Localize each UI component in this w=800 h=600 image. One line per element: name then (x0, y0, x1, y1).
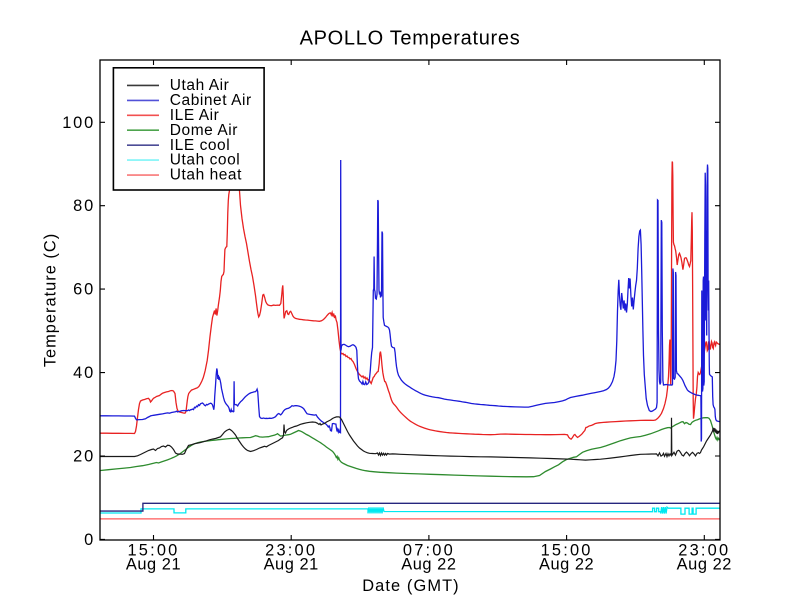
svg-text:Date (GMT): Date (GMT) (362, 577, 460, 595)
svg-text:07:00: 07:00 (403, 542, 455, 560)
svg-text:60: 60 (73, 281, 95, 299)
svg-text:15:00: 15:00 (127, 542, 179, 560)
svg-text:0: 0 (84, 531, 95, 549)
svg-text:Cabinet Air: Cabinet Air (170, 92, 252, 109)
svg-text:ILE Air: ILE Air (170, 107, 220, 124)
svg-text:20: 20 (73, 448, 95, 466)
svg-text:23:00: 23:00 (265, 542, 317, 560)
svg-text:Temperature (C): Temperature (C) (42, 233, 60, 367)
svg-text:Aug 21: Aug 21 (264, 556, 319, 574)
svg-text:Dome Air: Dome Air (170, 122, 238, 139)
svg-text:15:00: 15:00 (541, 542, 593, 560)
svg-text:80: 80 (73, 197, 95, 215)
svg-text:Utah Air: Utah Air (170, 77, 230, 94)
svg-text:Aug 21: Aug 21 (126, 556, 181, 574)
svg-text:Aug 22: Aug 22 (401, 556, 456, 574)
svg-text:40: 40 (73, 364, 95, 382)
svg-text:100: 100 (62, 114, 95, 132)
svg-text:Utah heat: Utah heat (170, 167, 242, 184)
svg-text:Aug 22: Aug 22 (539, 556, 594, 574)
svg-text:ILE cool: ILE cool (170, 137, 230, 154)
svg-text:23:00: 23:00 (678, 542, 730, 560)
svg-text:Aug 22: Aug 22 (677, 556, 732, 574)
svg-text:APOLLO Temperatures: APOLLO Temperatures (300, 28, 521, 50)
svg-text:Utah cool: Utah cool (170, 152, 240, 169)
